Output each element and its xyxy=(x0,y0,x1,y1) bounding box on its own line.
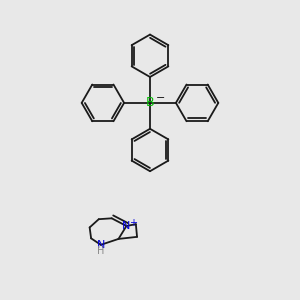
Text: −: − xyxy=(156,93,165,103)
Text: +: + xyxy=(129,218,137,228)
Text: N: N xyxy=(97,240,105,250)
Text: N: N xyxy=(122,221,130,231)
Text: H: H xyxy=(97,246,104,256)
Text: B: B xyxy=(146,96,154,110)
